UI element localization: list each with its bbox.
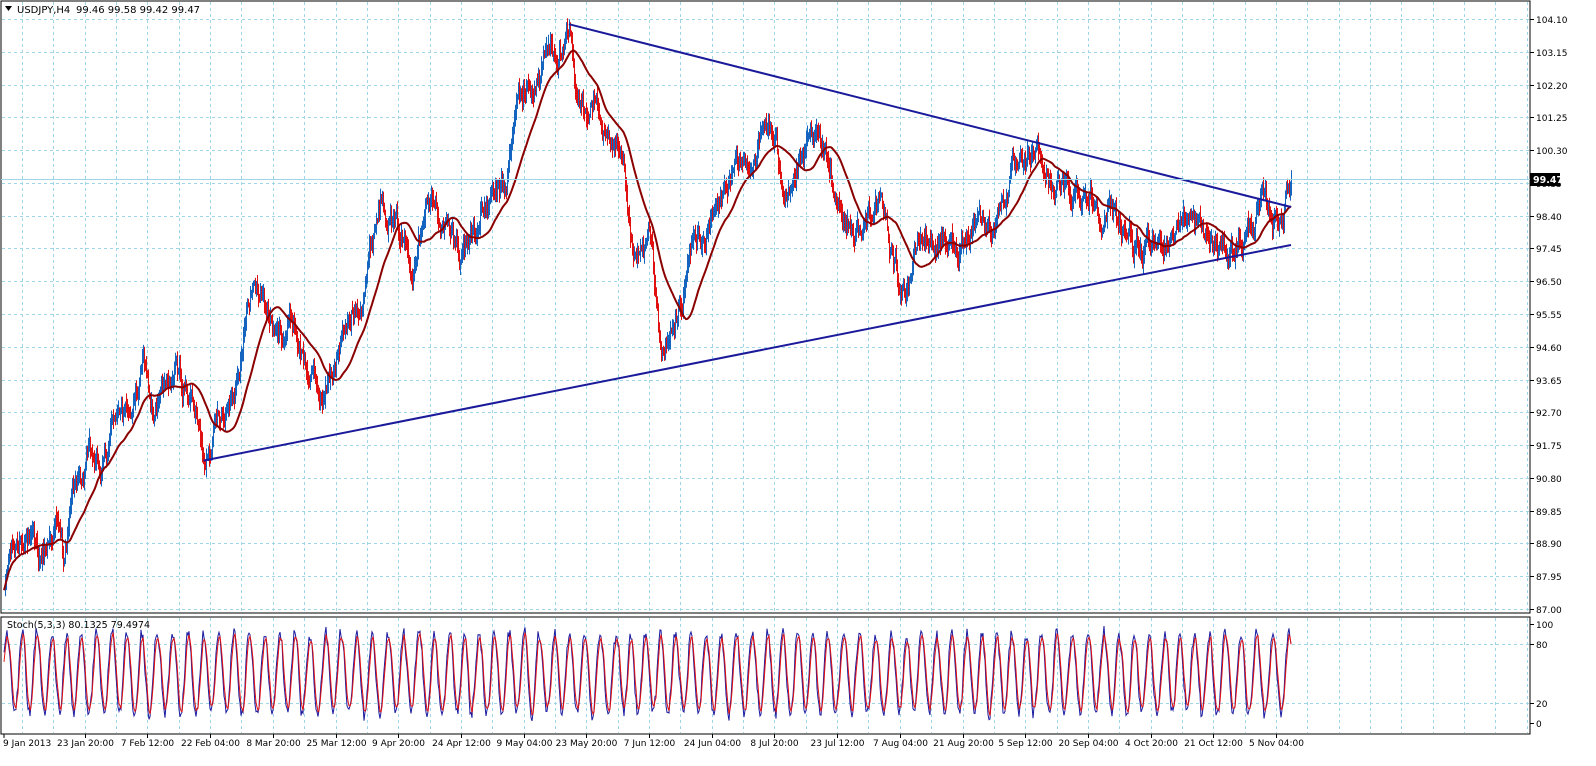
x-tick-label: 7 Feb 12:00: [121, 739, 175, 749]
y-tick-label: 92.70: [1536, 409, 1562, 419]
price-axis: 104.10103.15102.20101.25100.3099.3598.40…: [1530, 16, 1568, 616]
stochastic-lines: [3, 625, 1292, 722]
x-tick-label: 5 Sep 12:00: [998, 739, 1053, 749]
stoch-tick-label: 20: [1536, 700, 1548, 710]
x-tick-label: 23 May 20:00: [556, 739, 618, 749]
x-tick-label: 8 Mar 20:00: [246, 739, 301, 749]
current-price-tag: 99.47: [1530, 173, 1563, 186]
y-tick-label: 101.25: [1536, 114, 1568, 124]
stoch-tick-label: 100: [1536, 621, 1553, 631]
x-tick-label: 9 Jan 2013: [3, 739, 51, 749]
price-bars: [5, 18, 1292, 597]
stoch-indicator-label: Stoch(5,3,3) 80.1325 79.4974: [7, 620, 150, 631]
price-panel-frame: [0, 0, 1531, 614]
trendline-support[interactable]: [203, 244, 1292, 462]
y-tick-label: 95.55: [1536, 311, 1562, 321]
x-tick-label: 5 Nov 04:00: [1249, 739, 1304, 749]
stoch-signal-line: [3, 631, 1292, 716]
x-tick-label: 25 Mar 12:00: [306, 739, 366, 749]
y-tick-label: 94.60: [1536, 344, 1562, 354]
x-tick-label: 24 Jun 04:00: [684, 739, 741, 749]
ohlc-label: 99.46 99.58 99.42 99.47: [76, 5, 200, 16]
x-tick-label: 7 Jun 12:00: [624, 739, 676, 749]
current-price-label: 99.47: [1533, 175, 1563, 186]
symbol-header[interactable]: USDJPY,H4 99.46 99.58 99.42 99.47: [5, 5, 200, 16]
y-tick-label: 88.90: [1536, 540, 1562, 550]
collapse-triangle-icon[interactable]: [5, 6, 12, 11]
x-tick-label: 24 Apr 12:00: [432, 739, 491, 749]
y-tick-label: 90.80: [1536, 475, 1562, 485]
y-tick-label: 103.15: [1536, 49, 1568, 59]
x-tick-label: 7 Aug 04:00: [873, 739, 928, 749]
y-tick-label: 98.40: [1536, 213, 1562, 223]
y-tick-label: 89.85: [1536, 508, 1562, 518]
time-axis: 9 Jan 2013 23 Jan 20:00 7 Feb 12:00 22 Feb …: [3, 734, 1304, 749]
trendline-resistance[interactable]: [568, 23, 1292, 208]
y-tick-label: 87.95: [1536, 573, 1562, 583]
price-grid: [2, 2, 1529, 612]
stoch-tick-label: 80: [1536, 641, 1548, 651]
x-tick-label: 9 May 04:00: [497, 739, 553, 749]
y-tick-label: 96.50: [1536, 278, 1562, 288]
stoch-tick-label: 0: [1536, 720, 1542, 730]
y-tick-label: 102.20: [1536, 82, 1568, 92]
symbol-label: USDJPY,H4: [17, 5, 70, 16]
y-tick-label: 91.75: [1536, 442, 1562, 452]
x-tick-label: 21 Aug 20:00: [933, 739, 994, 749]
moving-average-line: [3, 49, 1292, 591]
trendlines[interactable]: [203, 23, 1292, 462]
moving-average: [3, 49, 1292, 591]
y-tick-label: 93.65: [1536, 377, 1562, 387]
x-tick-label: 9 Apr 20:00: [372, 739, 425, 749]
y-tick-label: 104.10: [1536, 16, 1568, 26]
x-tick-label: 23 Jul 12:00: [811, 739, 865, 749]
y-tick-label: 97.45: [1536, 245, 1562, 255]
y-tick-label: 87.00: [1536, 606, 1562, 616]
x-tick-label: 4 Oct 20:00: [1125, 739, 1178, 749]
stoch-panel-frame: [0, 616, 1531, 735]
x-tick-label: 20 Sep 04:00: [1058, 739, 1118, 749]
y-tick-label: 100.30: [1536, 147, 1568, 157]
x-tick-label: 23 Jan 20:00: [57, 739, 114, 749]
x-tick-label: 22 Feb 04:00: [181, 739, 240, 749]
x-tick-label: 21 Oct 12:00: [1184, 739, 1243, 749]
x-tick-label: 8 Jul 20:00: [750, 739, 799, 749]
stoch-axis: 100 80 20 0: [1530, 621, 1553, 730]
